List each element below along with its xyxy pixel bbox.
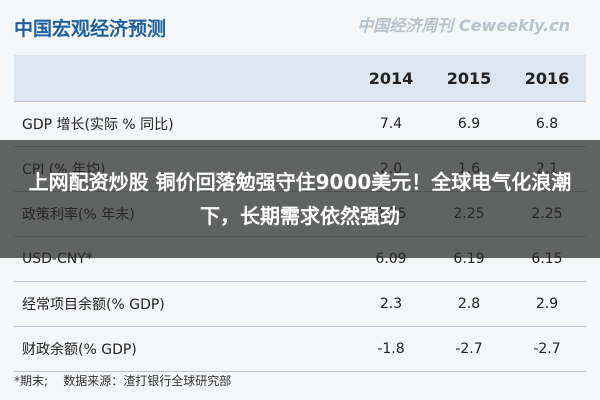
overlay-text[interactable]: 上网配资炒股 铜价回落勉强守住9000美元！全球电气化浪潮下，长期需求依然强劲 [28,170,572,228]
cell-value: 6.9 [457,116,481,132]
cell-value: -1.8 [377,341,405,357]
cell-value: 2.3 [379,296,403,312]
table-row: 经常项目余额(% GDP) 2.3 2.8 2.9 [14,282,586,327]
cell-value: -2.7 [455,341,483,357]
overlay-banner[interactable]: 上网配资炒股 铜价回落勉强守住9000美元！全球电气化浪潮下，长期需求依然强劲 [0,140,600,258]
cell-value: 6.8 [535,116,559,132]
cell-value: 2.9 [535,296,559,312]
title: 中国宏观经济预测 [14,18,167,40]
cell-value: 7.4 [379,116,403,132]
footer: *期末; 数据来源：渣打银行全球研究部 [14,374,232,388]
row-label: GDP 增长(实际 % 同比) [22,117,174,133]
column-header: 2016 [524,68,570,88]
table-row: 财政余额(% GDP) -1.8 -2.7 -2.7 [14,327,586,372]
row-label: 财政余额(% GDP) [22,342,137,358]
cell-value: -2.7 [533,341,561,357]
header-row: 2014 2015 2016 [14,55,586,102]
column-header: 2014 [368,68,414,88]
column-header: 2015 [446,68,492,88]
cell-value: 2.8 [457,296,481,312]
watermark: 中国经济周刊 Ceweekly.cn [357,16,570,35]
row-label: 经常项目余额(% GDP) [22,297,165,313]
